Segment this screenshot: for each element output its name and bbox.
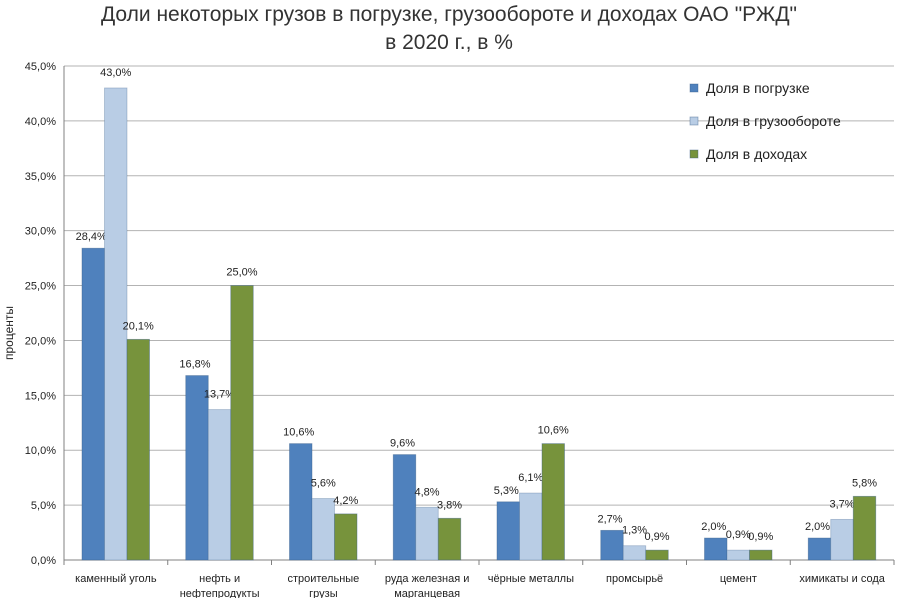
y-tick-label: 35,0% xyxy=(25,171,56,183)
bar-1 xyxy=(600,529,624,561)
data-label: 3,8% xyxy=(437,499,462,511)
category-label: грузы xyxy=(309,588,338,598)
y-tick-label: 20,0% xyxy=(25,335,56,347)
bar-2 xyxy=(726,549,750,561)
data-label: 0,9% xyxy=(726,529,751,541)
bar-2 xyxy=(311,498,335,561)
y-tick-label: 30,0% xyxy=(25,226,56,238)
bar-3 xyxy=(749,549,773,561)
legend-label: Доля в грузообороте xyxy=(706,113,841,129)
bar-2 xyxy=(519,492,543,561)
data-label: 13,7% xyxy=(204,389,235,401)
category-label: нефтепродукты xyxy=(180,588,260,598)
category-label: марганцевая xyxy=(394,588,460,598)
category-label: руда железная и xyxy=(385,573,470,585)
data-label: 5,6% xyxy=(311,478,336,490)
data-label: 4,8% xyxy=(414,486,439,498)
legend-label: Доля в погрузке xyxy=(706,80,810,96)
bar-2 xyxy=(830,518,854,561)
legend-swatch xyxy=(689,149,699,159)
category-label: промсырьё xyxy=(606,573,663,585)
data-label: 28,4% xyxy=(76,231,107,243)
data-label: 1,3% xyxy=(622,525,647,537)
bar-3 xyxy=(334,513,358,561)
bar-3 xyxy=(230,285,254,561)
bar-3 xyxy=(852,495,877,561)
bar-1 xyxy=(704,537,728,561)
bar-2 xyxy=(622,545,647,561)
data-label: 6,1% xyxy=(518,472,543,484)
data-label: 5,3% xyxy=(494,485,519,497)
bar-1 xyxy=(81,247,105,561)
y-tick-label: 0,0% xyxy=(31,555,56,567)
bar-3 xyxy=(541,443,565,561)
legend-swatch xyxy=(689,83,699,93)
y-tick-label: 5,0% xyxy=(31,500,56,512)
legend-swatch xyxy=(689,116,699,126)
legend-label: Доля в доходах xyxy=(706,146,807,162)
data-label: 43,0% xyxy=(100,67,131,79)
category-label: химикаты и сода xyxy=(799,573,885,585)
y-tick-label: 45,0% xyxy=(25,61,56,73)
chart-title-line2: в 2020 г., в % xyxy=(385,31,513,54)
category-label: нефть и xyxy=(199,573,240,585)
chart-title-line1: Доли некоторых грузов в погрузке, грузоо… xyxy=(100,3,798,26)
category-label: каменный уголь xyxy=(75,573,157,585)
y-tick-label: 25,0% xyxy=(25,281,56,293)
bar-3 xyxy=(645,549,669,561)
data-label: 9,6% xyxy=(390,438,415,450)
data-label: 0,9% xyxy=(748,531,773,543)
data-label: 2,7% xyxy=(597,513,622,525)
bar-3 xyxy=(126,338,150,561)
data-label: 2,0% xyxy=(701,521,726,533)
bar-2 xyxy=(415,506,439,561)
data-label: 20,1% xyxy=(123,320,154,332)
bar-2 xyxy=(104,87,128,561)
bar-2 xyxy=(207,409,232,561)
y-tick-label: 40,0% xyxy=(25,116,56,128)
bar-3 xyxy=(437,517,462,561)
data-label: 25,0% xyxy=(226,267,257,279)
bar-1 xyxy=(807,537,832,561)
category-label: чёрные металлы xyxy=(488,573,574,585)
category-label: цемент xyxy=(720,573,757,585)
data-label: 16,8% xyxy=(179,359,210,371)
data-label: 10,6% xyxy=(283,427,314,439)
data-label: 2,0% xyxy=(805,521,830,533)
y-axis-label: проценты xyxy=(2,306,16,360)
data-label: 4,2% xyxy=(333,495,358,507)
bar-1 xyxy=(289,443,313,561)
bar-1 xyxy=(496,501,520,561)
data-label: 10,6% xyxy=(538,425,569,437)
y-tick-label: 15,0% xyxy=(25,390,56,402)
category-label: строительные xyxy=(287,573,359,585)
data-label: 3,7% xyxy=(829,498,854,510)
bar-1 xyxy=(392,454,417,561)
y-tick-label: 10,0% xyxy=(25,445,56,457)
data-label: 0,9% xyxy=(644,531,669,543)
bar-1 xyxy=(185,375,209,561)
data-label: 5,8% xyxy=(852,477,877,489)
